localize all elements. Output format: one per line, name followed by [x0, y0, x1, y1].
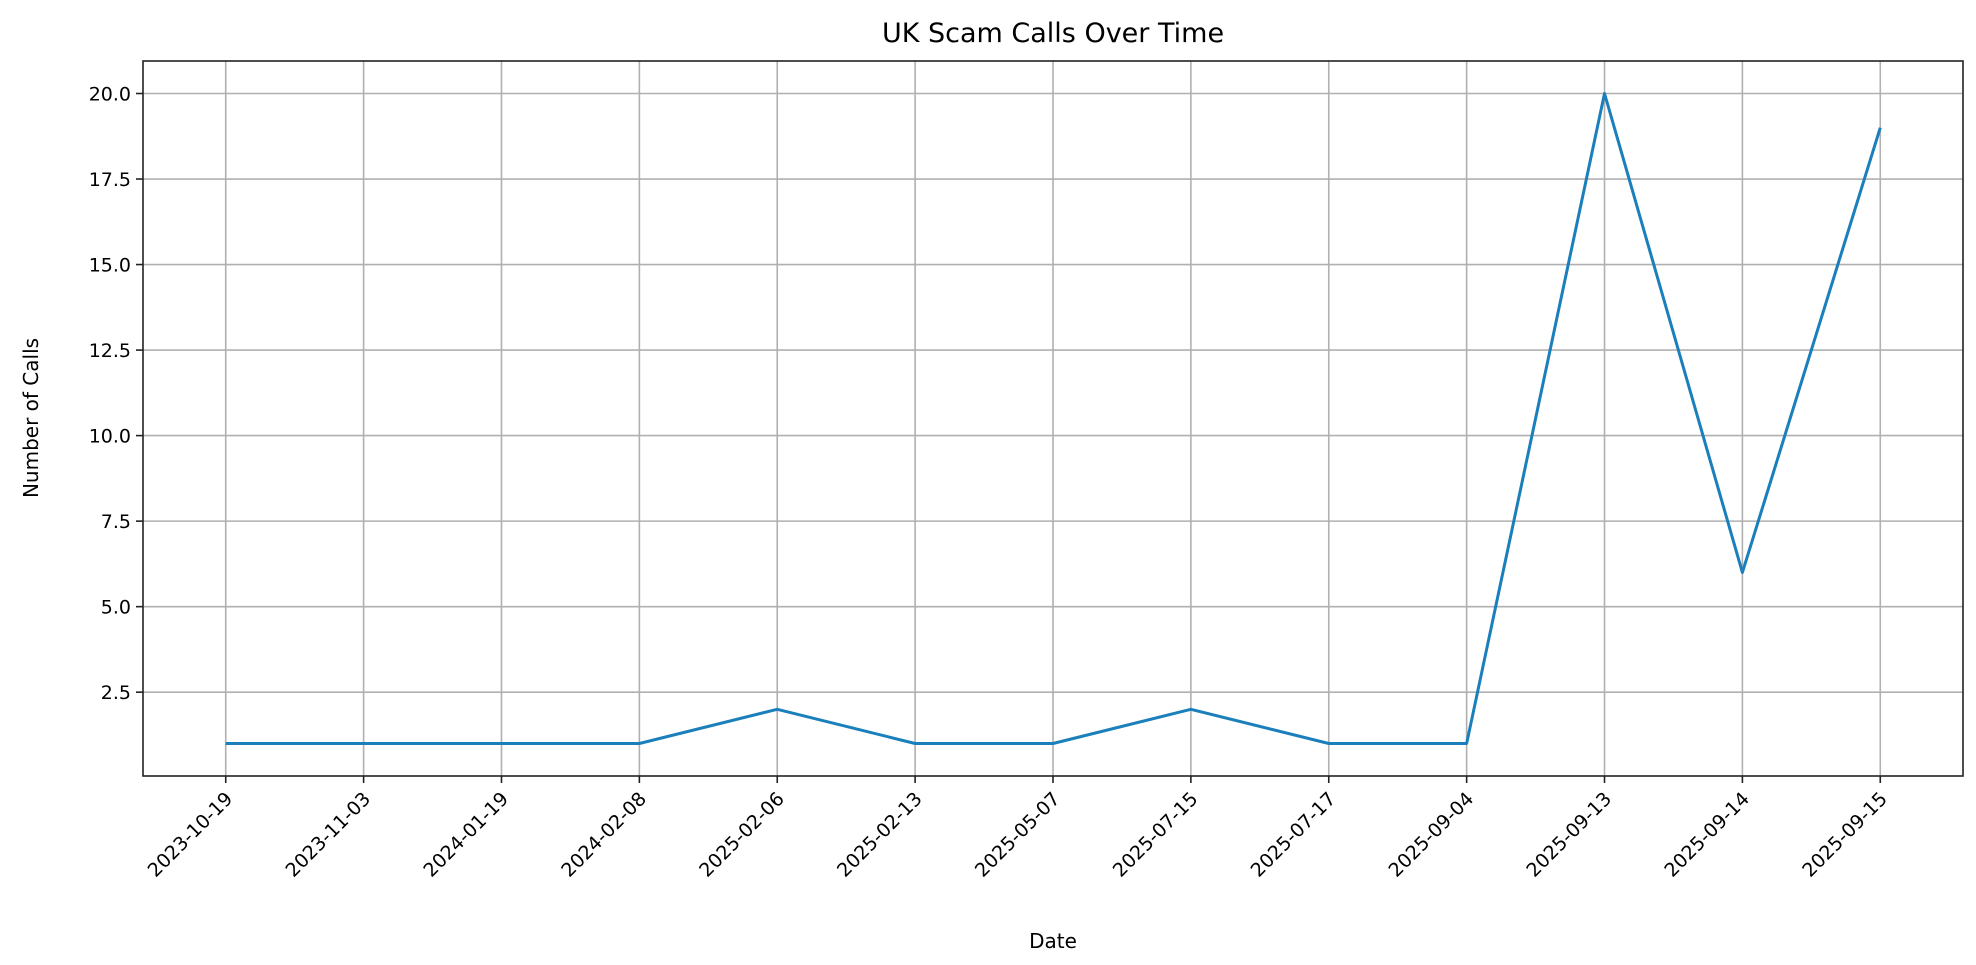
grid [143, 61, 1963, 776]
x-tick-label: 2025-02-13 [833, 788, 927, 882]
y-tick-label: 2.5 [101, 682, 131, 704]
y-tick-label: 12.5 [89, 340, 131, 362]
chart-title: UK Scam Calls Over Time [882, 18, 1224, 49]
ticks: 2023-10-19 2023-11-03 2024-01-19 2024-02-08… [89, 84, 1892, 882]
y-tick-label: 17.5 [89, 169, 131, 191]
y-tick-label: 20.0 [89, 84, 131, 106]
y-tick-label: 7.5 [101, 511, 131, 533]
x-tick-label: 2025-07-17 [1247, 788, 1341, 882]
x-tick-label: 2025-05-07 [971, 788, 1065, 882]
x-tick-label: 2024-01-19 [419, 788, 513, 882]
y-tick-label: 5.0 [101, 597, 131, 619]
x-tick-label: 2025-09-04 [1385, 788, 1479, 882]
y-tick-label: 10.0 [89, 426, 131, 448]
x-tick-label: 2025-09-13 [1522, 788, 1616, 882]
x-tick-label: 2024-02-08 [557, 788, 651, 882]
x-tick-label: 2023-11-03 [282, 788, 376, 882]
x-axis-label: Date [1029, 929, 1077, 953]
y-axis-label: Number of Calls [19, 338, 43, 498]
y-tick-label: 15.0 [89, 255, 131, 277]
series-layer [225, 92, 1882, 745]
x-tick-label: 2025-07-15 [1109, 788, 1203, 882]
x-tick-label: 2025-09-14 [1660, 788, 1754, 882]
x-tick-label: 2025-09-15 [1798, 788, 1892, 882]
x-tick-label: 2023-10-19 [144, 788, 238, 882]
x-tick-label: 2025-02-06 [695, 788, 789, 882]
